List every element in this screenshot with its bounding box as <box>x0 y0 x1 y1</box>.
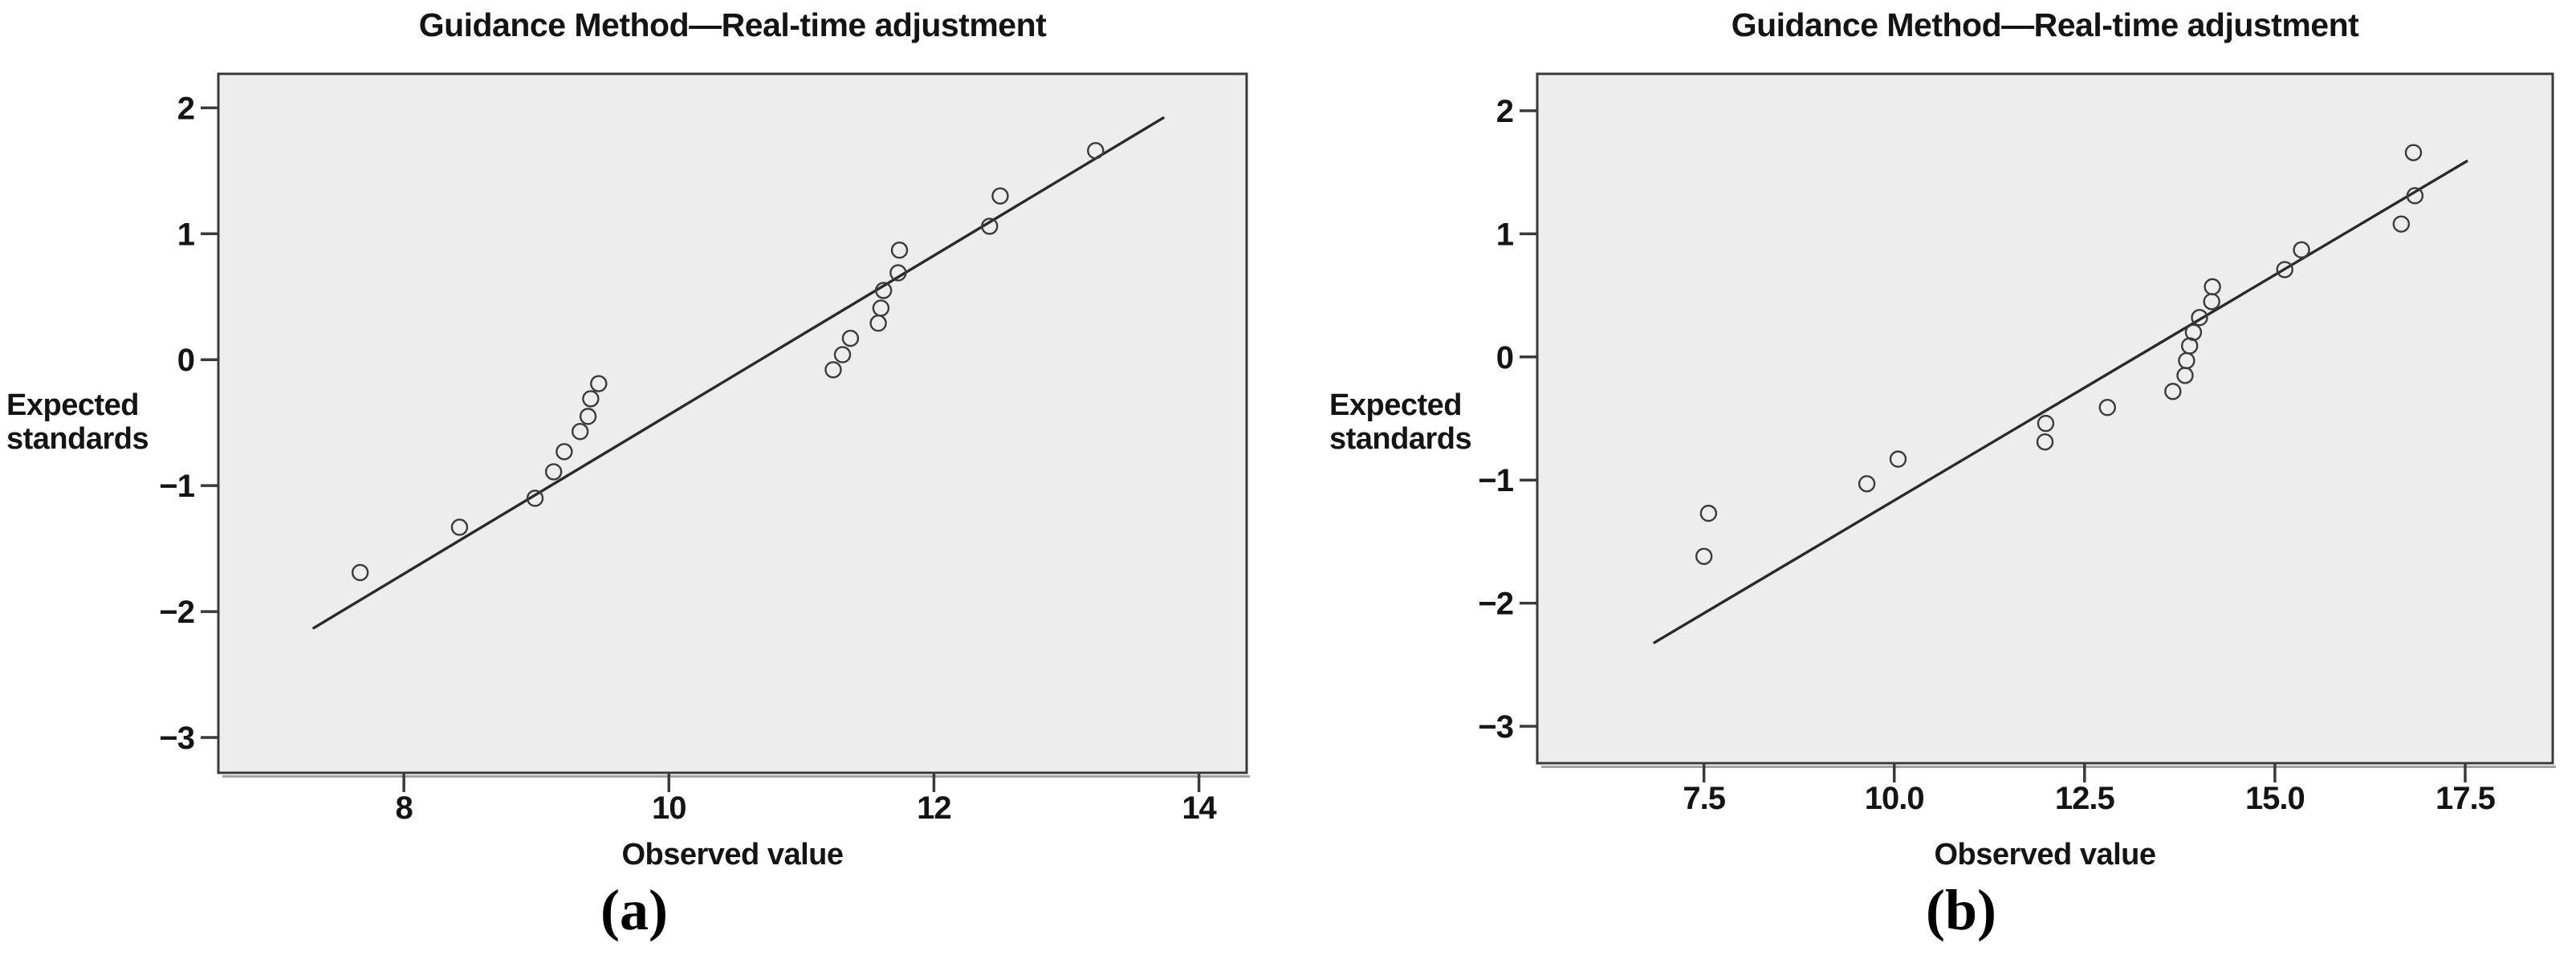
panel-caption-a: (a) <box>600 878 668 942</box>
data-point-marker <box>2276 261 2293 278</box>
data-point-marker <box>579 408 597 425</box>
data-point-marker <box>2164 383 2182 400</box>
data-point-marker <box>555 443 573 461</box>
x-tick-label: 8 <box>395 790 413 826</box>
y-tick-label: 0 <box>1496 340 1513 376</box>
x-tick-label: 12 <box>917 790 951 826</box>
data-point-marker <box>2392 215 2410 233</box>
y-tick-label: −2 <box>1478 587 1513 622</box>
data-point-marker <box>450 518 469 536</box>
y-tick-label: −1 <box>159 469 194 504</box>
data-point-marker <box>544 463 563 481</box>
y-tick-label: −3 <box>1478 709 1513 745</box>
data-point-marker <box>981 217 999 235</box>
y-tick-label: −3 <box>159 721 194 756</box>
data-point-marker <box>1695 547 1713 565</box>
x-tick-label: 17.5 <box>2436 781 2496 816</box>
x-tick-label: 12.5 <box>2055 781 2115 816</box>
x-tick-label: 10 <box>652 790 686 826</box>
y-tick-label: 1 <box>1496 217 1514 252</box>
data-point-marker <box>526 490 544 507</box>
data-point-marker <box>2191 309 2208 327</box>
chart-title: Guidance Method—Real-time adjustment <box>418 6 1047 43</box>
data-point-marker <box>2293 241 2310 259</box>
data-point-marker <box>590 375 608 392</box>
y-axis-label-line-1: Expected <box>6 388 139 422</box>
plot-frame <box>217 72 1248 774</box>
x-tick-label: 15.0 <box>2245 781 2305 816</box>
data-point-marker <box>1087 142 1105 160</box>
data-point-marker <box>1889 450 1907 468</box>
y-tick-label: 2 <box>177 91 194 126</box>
panel-caption-b: (b) <box>1926 878 1996 942</box>
data-point-marker <box>824 361 842 379</box>
data-point-marker <box>874 282 893 299</box>
y-axis-label-line-2: standards <box>1329 422 1472 456</box>
fit-line <box>1653 160 2468 644</box>
data-point-marker <box>2037 414 2055 433</box>
data-point-marker <box>2406 187 2424 205</box>
x-tick-label: 10.0 <box>1865 781 1924 816</box>
y-tick-label: −1 <box>1478 463 1513 498</box>
data-point-marker <box>2204 278 2221 296</box>
data-point-marker <box>571 423 589 441</box>
y-axis-label-line-1: Expected <box>1329 388 1462 422</box>
qq-panel-b: Guidance Method—Real-time adjustment Exp… <box>1284 0 2576 963</box>
data-point-marker <box>351 563 369 582</box>
y-tick-label: 2 <box>1496 94 1513 129</box>
plot-background <box>218 74 1247 773</box>
fit-line <box>312 116 1165 630</box>
data-point-marker <box>2404 144 2423 161</box>
data-point-marker <box>2098 398 2116 416</box>
data-point-marker <box>889 264 907 282</box>
plot-background <box>1537 74 2553 763</box>
qq-panel-a: Guidance Method—Real-time adjustment Exp… <box>0 0 1284 963</box>
y-tick-label: 0 <box>177 343 194 378</box>
y-tick-label: −2 <box>159 595 194 630</box>
data-point-marker <box>841 329 860 347</box>
x-axis-label: Observed value <box>621 838 844 872</box>
data-point-marker <box>1699 504 1718 522</box>
data-point-marker <box>872 299 890 317</box>
x-axis-label: Observed value <box>1934 838 2156 872</box>
data-point-marker <box>890 242 909 259</box>
chart-title: Guidance Method—Real-time adjustment <box>1731 6 2359 43</box>
x-tick-label: 7.5 <box>1683 781 1725 816</box>
y-axis-label: Expected standards <box>6 388 149 456</box>
qq-plot-b: 7.5 10.0 12.5 15.0 17.5 2 1 0 −1 −2 −3 <box>1478 72 2556 816</box>
y-axis-label: Expected standards <box>1329 388 1472 456</box>
y-axis-label-line-2: standards <box>6 422 149 456</box>
data-point-marker <box>1858 475 1876 493</box>
y-tick-label: 1 <box>177 217 195 252</box>
data-point-marker <box>991 187 1009 205</box>
data-point-marker <box>582 390 600 408</box>
data-point-marker <box>2036 433 2054 451</box>
x-tick-label: 14 <box>1182 790 1217 826</box>
plot-frame <box>1536 72 2554 765</box>
data-point-marker <box>833 346 852 364</box>
data-point-marker <box>2184 323 2203 341</box>
